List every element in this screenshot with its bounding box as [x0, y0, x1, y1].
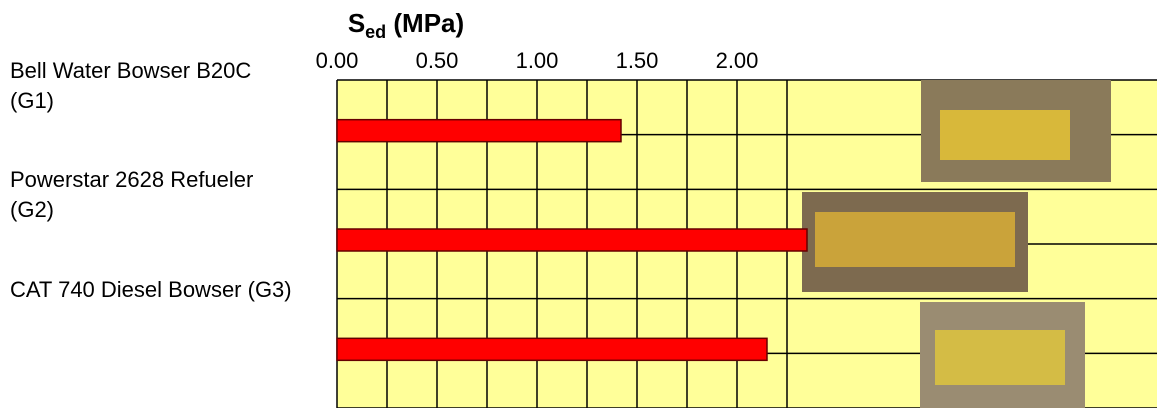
- category-label: CAT 740 Diesel Bowser (G3): [10, 276, 292, 302]
- photo-truck: [940, 110, 1070, 160]
- chart-title: Sed (MPa): [348, 8, 464, 42]
- photo-truck: [815, 212, 1015, 267]
- bar: [336, 337, 768, 362]
- bar: [336, 228, 808, 252]
- x-tick-label: 1.00: [516, 48, 559, 73]
- x-tick-label: 2.00: [716, 48, 759, 73]
- category-label: Powerstar 2628 Refueler (G2): [10, 167, 254, 223]
- x-tick-label: 1.50: [616, 48, 659, 73]
- x-tick-label: 0.00: [316, 48, 359, 73]
- bar: [336, 118, 622, 143]
- photo-truck: [935, 330, 1065, 385]
- title-main: S: [348, 8, 365, 38]
- photos: [802, 80, 1111, 408]
- title-rest: (MPa): [386, 8, 464, 38]
- category-label: Bell Water Bowser B20C (G1): [10, 58, 252, 113]
- title-sub: ed: [365, 22, 386, 42]
- bars: [336, 118, 808, 362]
- x-tick-label: 0.50: [416, 48, 459, 73]
